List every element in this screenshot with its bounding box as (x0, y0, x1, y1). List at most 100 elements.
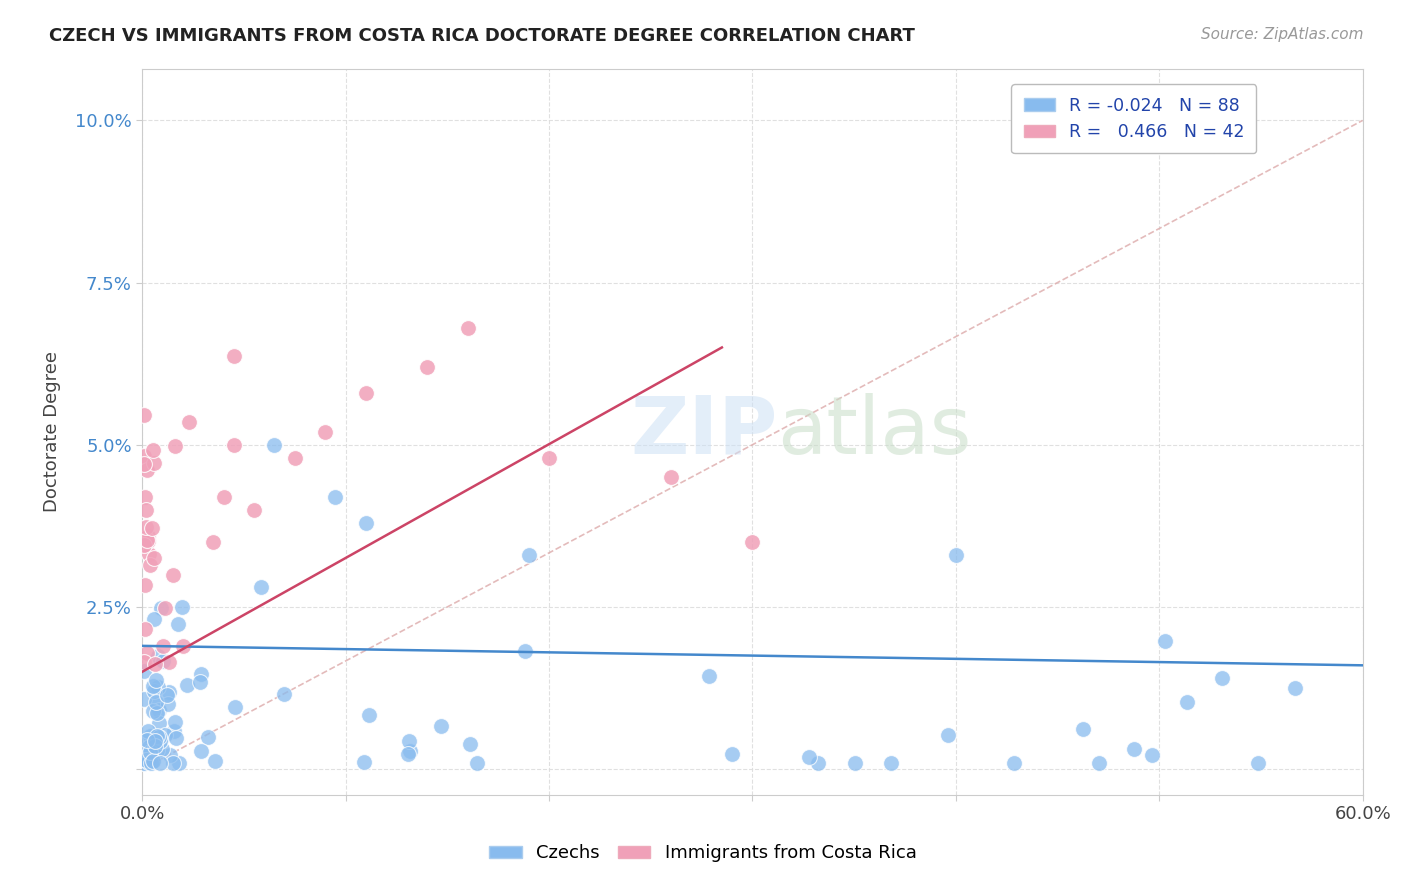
Point (537, 450, 560, 465)
Y-axis label: Doctorate Degree: Doctorate Degree (44, 351, 60, 512)
Point (354, 385, 377, 400)
Point (150, 741, 173, 756)
Point (1071, 722, 1094, 736)
Point (145, 698, 167, 712)
Point (398, 744, 420, 758)
Point (1122, 741, 1144, 756)
Point (172, 639, 194, 653)
Point (1284, 681, 1306, 696)
Point (222, 438, 245, 452)
Point (157, 684, 180, 698)
Point (212, 490, 235, 504)
Point (139, 729, 162, 743)
Point (170, 599, 193, 614)
Point (697, 668, 720, 682)
Point (1211, 671, 1233, 685)
Point (143, 739, 166, 754)
Point (197, 730, 219, 744)
Point (167, 756, 190, 770)
Point (1088, 756, 1111, 770)
Point (141, 521, 163, 535)
Point (936, 728, 959, 742)
Point (179, 415, 201, 429)
Point (146, 729, 169, 743)
Point (165, 731, 187, 746)
Point (142, 550, 165, 565)
Text: atlas: atlas (778, 392, 972, 471)
Point (325, 490, 347, 504)
Text: CZECH VS IMMIGRANTS FROM COSTA RICA DOCTORATE DEGREE CORRELATION CHART: CZECH VS IMMIGRANTS FROM COSTA RICA DOCT… (49, 27, 915, 45)
Text: ZIP: ZIP (630, 392, 778, 471)
Point (139, 743, 162, 757)
Point (465, 756, 488, 770)
Point (143, 456, 166, 470)
Point (136, 733, 159, 747)
Point (135, 753, 157, 767)
Point (146, 706, 169, 721)
Point (159, 748, 181, 763)
Point (249, 581, 271, 595)
Point (148, 702, 170, 716)
Point (156, 688, 179, 702)
Point (153, 728, 176, 742)
Point (167, 616, 190, 631)
Point (146, 648, 169, 663)
Point (721, 747, 744, 761)
Point (138, 740, 160, 755)
Point (1247, 756, 1270, 770)
Point (142, 754, 165, 768)
Point (224, 700, 246, 714)
Point (190, 666, 212, 681)
Point (143, 657, 166, 671)
Point (188, 675, 211, 690)
Point (139, 558, 162, 572)
Point (155, 601, 177, 615)
Point (659, 470, 682, 484)
Point (202, 535, 225, 549)
Point (146, 743, 169, 757)
Point (517, 548, 540, 562)
Point (134, 458, 156, 472)
Point (134, 756, 156, 770)
Point (263, 438, 285, 452)
Point (135, 503, 157, 517)
Point (145, 673, 167, 687)
Point (807, 756, 830, 770)
Point (136, 463, 159, 477)
Text: Source: ZipAtlas.com: Source: ZipAtlas.com (1201, 27, 1364, 42)
Point (142, 442, 165, 457)
Legend: R = -0.024   N = 88, R =   0.466   N = 42: R = -0.024 N = 88, R = 0.466 N = 42 (1011, 85, 1257, 153)
Point (135, 533, 157, 547)
Point (136, 723, 159, 738)
Point (134, 622, 156, 636)
Point (1140, 747, 1163, 762)
Point (145, 694, 167, 708)
Point (146, 680, 169, 694)
Point (353, 755, 375, 769)
Point (1175, 695, 1198, 709)
Point (152, 654, 174, 668)
Point (396, 747, 419, 762)
Point (429, 719, 451, 733)
Point (141, 756, 163, 770)
Point (134, 664, 156, 678)
Point (149, 756, 172, 770)
Point (163, 439, 186, 453)
Point (314, 425, 336, 439)
Point (176, 678, 198, 692)
Point (142, 704, 165, 718)
Point (142, 680, 165, 694)
Point (458, 737, 481, 751)
Point (844, 756, 866, 770)
Point (148, 715, 170, 730)
Point (134, 756, 156, 770)
Point (143, 734, 166, 748)
Point (457, 321, 479, 335)
Point (142, 684, 165, 698)
Point (162, 756, 184, 770)
Point (134, 538, 156, 552)
Point (945, 548, 967, 562)
Point (136, 646, 159, 660)
Point (1002, 756, 1025, 770)
Point (148, 730, 170, 744)
